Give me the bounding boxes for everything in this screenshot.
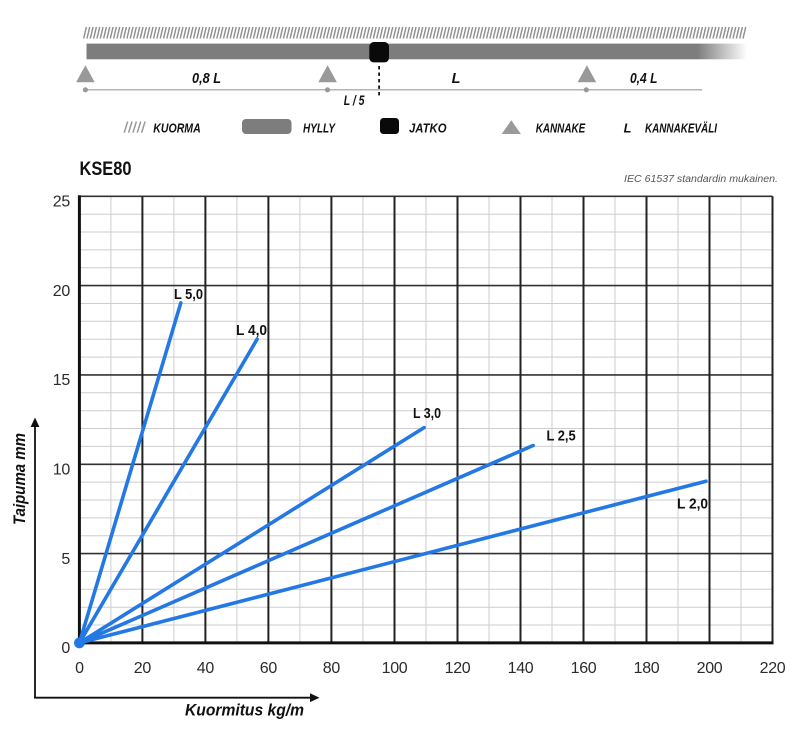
svg-text:100: 100 (382, 660, 408, 677)
svg-text:L: L (624, 120, 632, 135)
svg-text:80: 80 (323, 660, 341, 677)
svg-text:25: 25 (53, 194, 71, 211)
svg-text:20: 20 (53, 283, 71, 300)
svg-text:IEC 61537 standardin mukainen.: IEC 61537 standardin mukainen. (624, 174, 778, 185)
svg-text:HYLLY: HYLLY (303, 120, 336, 135)
svg-text:L 4,0: L 4,0 (236, 323, 267, 339)
svg-text:180: 180 (634, 660, 660, 677)
svg-text:KANNAKEVÄLI: KANNAKEVÄLI (645, 120, 717, 135)
svg-text:160: 160 (571, 660, 597, 677)
svg-text:120: 120 (445, 660, 471, 677)
svg-text:200: 200 (697, 660, 723, 677)
svg-text:15: 15 (53, 372, 71, 389)
svg-text:0,8 L: 0,8 L (192, 71, 221, 87)
svg-text:KANNAKE: KANNAKE (536, 120, 586, 135)
svg-text:140: 140 (508, 660, 534, 677)
svg-text:L 2,0: L 2,0 (677, 497, 708, 513)
svg-text:KUORMA: KUORMA (153, 120, 200, 135)
svg-text:L 5,0: L 5,0 (174, 287, 203, 303)
svg-text:Kuormitus kg/m: Kuormitus kg/m (185, 701, 304, 720)
svg-text:20: 20 (134, 660, 152, 677)
svg-text:L 2,5: L 2,5 (547, 429, 576, 445)
svg-text:KSE80: KSE80 (80, 159, 132, 180)
svg-text:5: 5 (61, 551, 70, 568)
svg-text:0: 0 (61, 640, 70, 657)
svg-text:L 3,0: L 3,0 (413, 406, 441, 422)
svg-text:JATKO: JATKO (409, 120, 447, 135)
svg-text:0,4 L: 0,4 L (630, 71, 658, 87)
svg-text:220: 220 (760, 660, 786, 677)
svg-text:L: L (452, 71, 461, 87)
svg-text:60: 60 (260, 660, 278, 677)
svg-text:40: 40 (197, 660, 215, 677)
svg-text:L / 5: L / 5 (344, 92, 365, 108)
svg-text:Taipuma mm: Taipuma mm (11, 433, 29, 525)
svg-text:10: 10 (53, 462, 71, 479)
svg-text:0: 0 (75, 660, 84, 677)
